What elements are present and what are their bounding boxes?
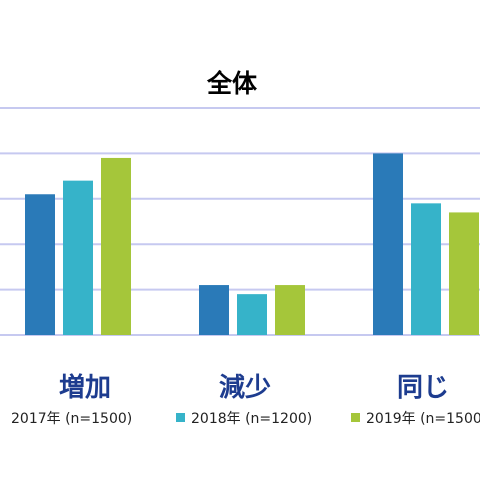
- legend-label: 2017年 (n=1500): [11, 411, 132, 427]
- legend-swatch: [176, 413, 185, 422]
- bar-3-3: [449, 212, 479, 335]
- category-label: 減少: [219, 373, 271, 403]
- legend: 2017年 (n=1500) 2018年 (n=1200) 2019年 (n=150…: [11, 411, 480, 427]
- legend-swatch: [351, 413, 360, 422]
- bar-2-1: [63, 180, 93, 335]
- legend-label: 2019年 (n=1500): [366, 411, 480, 427]
- bar-2-3: [411, 203, 441, 335]
- legend-label: 2018年 (n=1200): [191, 411, 312, 427]
- bar-3-2: [275, 285, 305, 335]
- bar-2-2: [237, 294, 267, 335]
- category-labels: 増加 減少 同じ: [59, 373, 449, 403]
- chart-title: 全体: [206, 69, 258, 98]
- bar-1-1: [25, 194, 55, 335]
- bar-3-1: [101, 157, 131, 335]
- bar-1-3: [373, 153, 403, 335]
- bars: [25, 153, 479, 335]
- category-label: 同じ: [397, 373, 449, 403]
- bar-1-2: [199, 285, 229, 335]
- category-label: 増加: [59, 373, 111, 403]
